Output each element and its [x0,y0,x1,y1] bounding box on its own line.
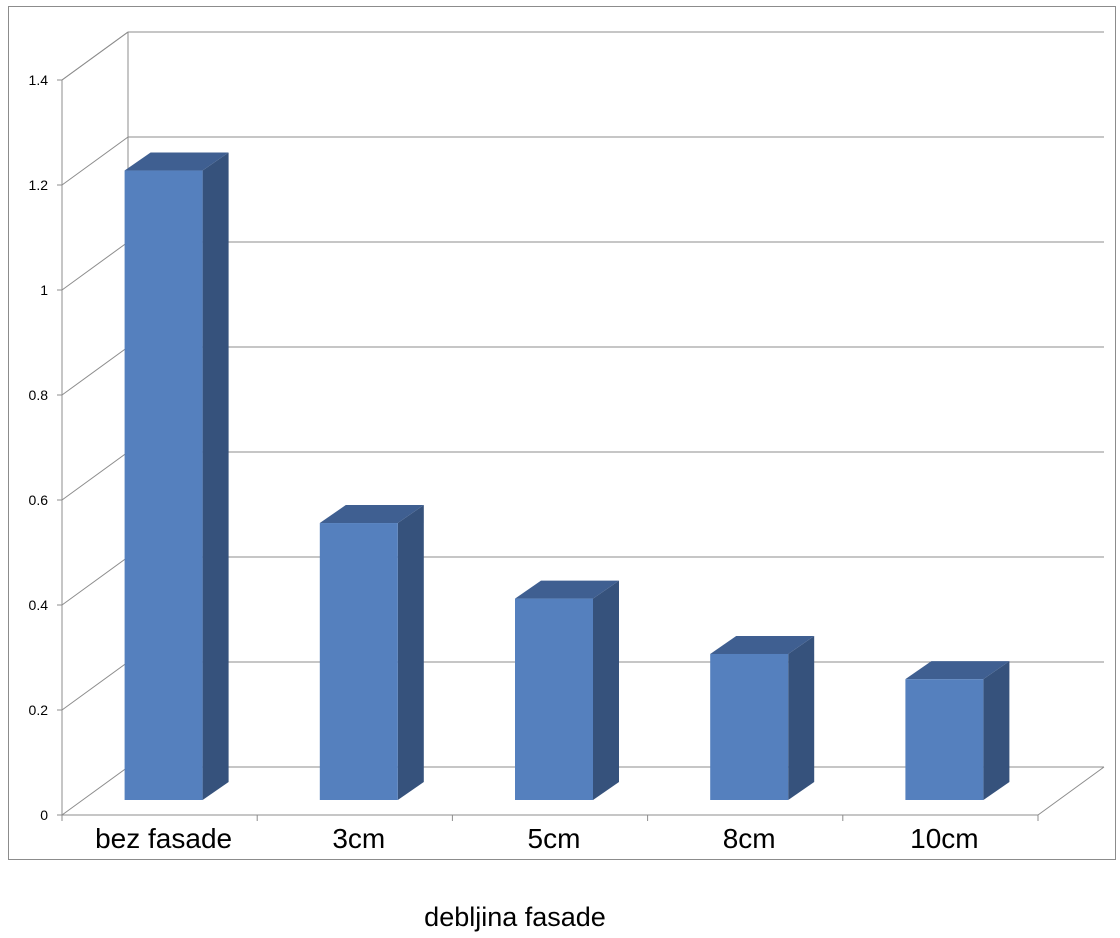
gridline-diagonal [61,346,129,396]
gridline-diagonal [61,31,129,81]
bar-front [124,170,203,801]
gridline-diagonal [61,556,129,606]
y-axis-ticks: 0 0.2 0.4 0.6 0.8 1 1.2 1.4 [29,72,62,823]
bar-side [202,152,229,801]
gridline-diagonal [61,136,129,186]
bar-front [319,523,398,800]
bar-front [515,598,593,800]
bar-side [593,580,619,800]
bar [319,505,424,800]
gridline-diagonal [61,241,129,291]
x-category-label: bez fasade [95,823,232,854]
x-category-label: 5cm [528,823,581,854]
bar-front [905,679,984,800]
y-tick-label: 0 [40,807,48,823]
bar [124,152,229,801]
gridline-diagonal [61,451,129,501]
y-tick-label: 0.2 [29,702,49,718]
bars [124,152,1010,801]
bar-side [397,505,424,800]
y-tick-label: 0.4 [29,597,49,613]
x-category-label: 3cm [332,823,385,854]
x-category-label: 8cm [723,823,776,854]
y-tick-label: 0.8 [29,387,49,403]
bar-top [319,505,424,524]
bar-top [124,152,229,171]
y-tick-label: 1 [40,282,48,298]
bar-front [710,653,789,800]
bar [905,661,1010,800]
y-tick-label: 1.4 [29,72,49,88]
y-tick-label: 1.2 [29,177,49,193]
bar [710,635,815,800]
gridline-diagonal [61,766,129,816]
y-tick-label: 0.6 [29,492,49,508]
bar-side [788,635,815,800]
bar-top [905,661,1010,680]
chart-frame [8,6,1116,860]
x-axis-title: debljina fasade [424,902,606,932]
category-labels: bez fasade 3cm 5cm 8cm 10cm [95,823,979,854]
bar-side [983,661,1010,800]
bar-top [515,580,619,599]
bar-top [710,635,815,654]
x-category-label: 10cm [910,823,978,854]
gridline-diagonal [61,661,129,711]
bar [515,580,619,800]
floor-right-edge [1037,766,1105,816]
